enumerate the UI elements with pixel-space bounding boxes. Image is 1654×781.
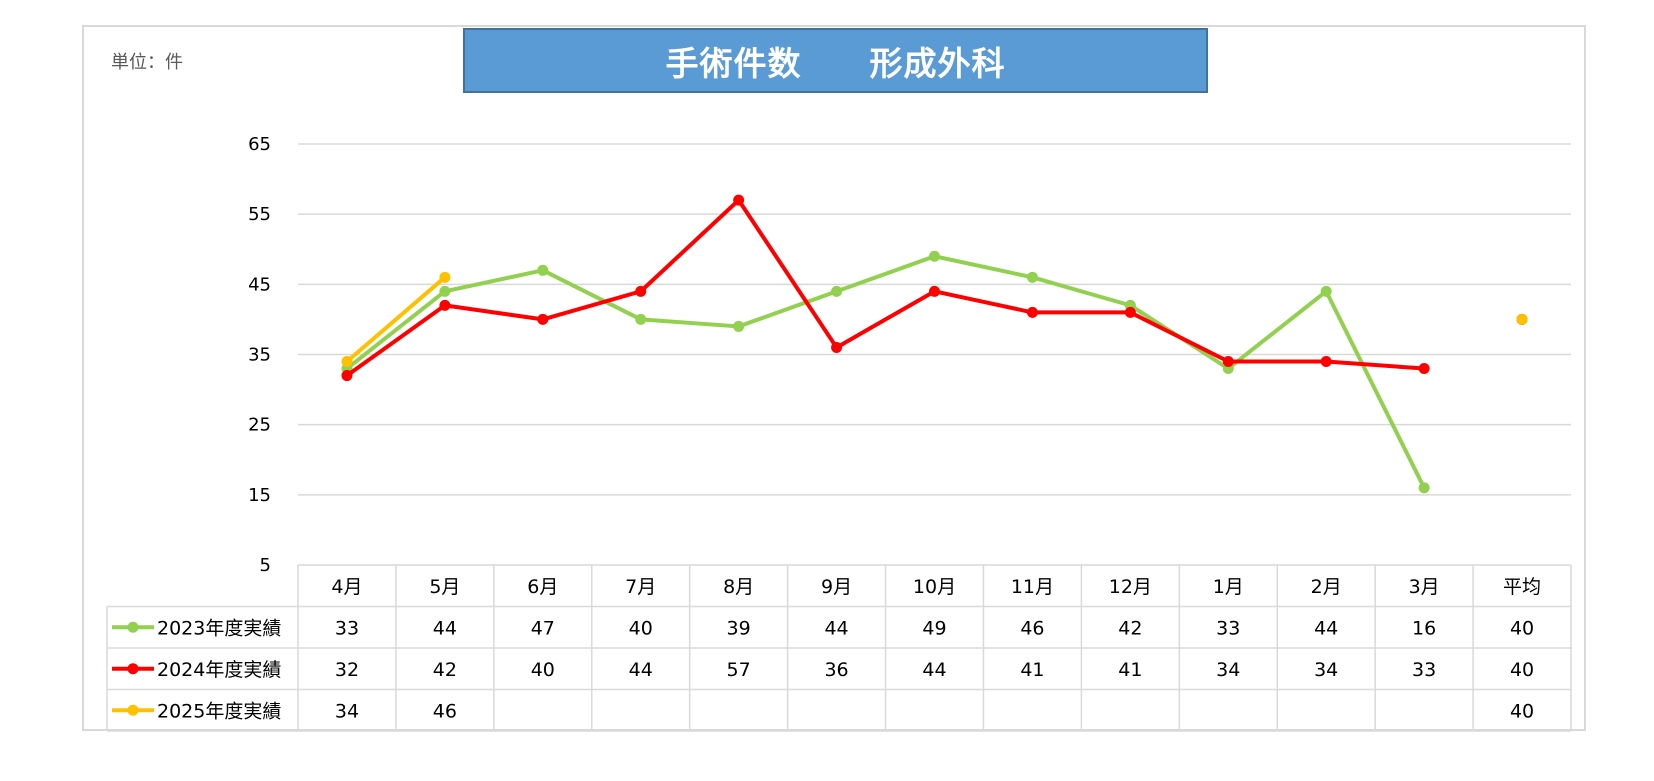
chart-title-box: 手術件数 形成外科 (463, 28, 1208, 93)
data-cell: 44 (824, 617, 848, 639)
data-cell: 41 (1020, 659, 1044, 681)
y-tick-label: 5 (260, 555, 271, 576)
average-cell: 40 (1510, 659, 1534, 681)
data-cell: 44 (922, 659, 946, 681)
average-header: 平均 (1503, 576, 1541, 598)
data-cell: 34 (335, 700, 359, 722)
data-cell: 32 (335, 659, 359, 681)
x-tick-label: 4月 (331, 576, 362, 598)
data-point (1320, 356, 1332, 368)
x-tick-label: 12月 (1109, 576, 1152, 598)
data-cell: 57 (727, 659, 751, 681)
data-point (929, 250, 940, 262)
chart-frame (82, 25, 1586, 731)
y-tick-label: 35 (248, 345, 271, 366)
data-cell: 47 (531, 617, 555, 639)
y-tick-label: 55 (248, 204, 271, 225)
x-tick-label: 1月 (1213, 576, 1244, 598)
data-point (439, 285, 451, 297)
data-cell: 36 (824, 659, 848, 681)
x-tick-label: 6月 (527, 576, 558, 598)
data-cell: 33 (1412, 659, 1436, 681)
data-cell: 49 (922, 617, 946, 639)
data-table: 4月 5月 6月 7月 8月 9月 10月 11月 12月 1月 2月 3月 平均 2023年度実績 33 4… (106, 564, 1572, 732)
y-tick-label: 25 (248, 415, 271, 436)
y-tick-label: 65 (248, 134, 271, 155)
data-point (439, 299, 451, 311)
legend-label: 2023年度実績 (157, 617, 281, 639)
y-tick-label: 15 (248, 485, 271, 506)
series-line (345, 275, 447, 364)
data-cell: 46 (433, 700, 457, 722)
unit-label: 単位：件 (111, 52, 183, 73)
x-tick-label: 10月 (913, 576, 956, 598)
data-cell: 44 (433, 617, 457, 639)
y-tick-label: 45 (248, 274, 271, 295)
data-cell: 40 (531, 659, 555, 681)
data-cell: 46 (1020, 617, 1044, 639)
data-point (635, 313, 647, 325)
x-tick-label: 7月 (625, 576, 656, 598)
legend-marker (127, 621, 139, 633)
average-point (1516, 313, 1528, 325)
data-cell: 39 (727, 617, 751, 639)
data-point (537, 264, 549, 276)
x-tick-label: 11月 (1011, 576, 1054, 598)
data-point (1124, 306, 1136, 318)
legend-marker (127, 663, 139, 675)
data-cell: 33 (335, 617, 359, 639)
data-point (929, 285, 940, 297)
data-point (1026, 306, 1038, 318)
chart-title: 手術件数 形成外科 (665, 43, 1006, 83)
data-cell: 34 (1216, 659, 1240, 681)
series-line (345, 254, 1426, 489)
series-line (345, 198, 1425, 378)
data-cell: 16 (1412, 617, 1436, 639)
legend-label: 2024年度実績 (157, 659, 281, 681)
data-point (1026, 271, 1038, 283)
data-point (439, 271, 451, 283)
legend-label: 2025年度実績 (157, 700, 281, 722)
data-point (733, 320, 745, 332)
data-point (831, 341, 843, 353)
data-point (1320, 285, 1332, 297)
legend-marker (127, 704, 139, 716)
grid-lines (298, 143, 1571, 496)
data-cell: 40 (629, 617, 653, 639)
data-cell: 33 (1216, 617, 1240, 639)
data-point (1418, 363, 1430, 375)
data-cell: 41 (1118, 659, 1142, 681)
x-tick-label: 5月 (429, 576, 460, 598)
data-cell: 44 (1314, 617, 1338, 639)
x-tick-label: 9月 (821, 576, 852, 598)
data-point (1418, 482, 1430, 494)
data-cell: 44 (629, 659, 653, 681)
x-tick-label: 8月 (723, 576, 754, 598)
y-axis: 5 15 25 35 45 55 65 (248, 134, 271, 576)
average-cell: 40 (1510, 700, 1534, 722)
data-cell: 42 (1118, 617, 1142, 639)
data-point (341, 370, 353, 382)
average-cell: 40 (1510, 617, 1534, 639)
x-tick-label: 2月 (1311, 576, 1342, 598)
x-tick-label: 3月 (1409, 576, 1440, 598)
data-point (537, 313, 549, 325)
data-point (831, 285, 843, 297)
data-point (341, 356, 353, 368)
data-cell: 34 (1314, 659, 1338, 681)
series-lines (341, 194, 1528, 494)
data-cell: 42 (433, 659, 457, 681)
data-point (1222, 356, 1234, 368)
data-point (733, 194, 745, 206)
data-point (635, 285, 647, 297)
